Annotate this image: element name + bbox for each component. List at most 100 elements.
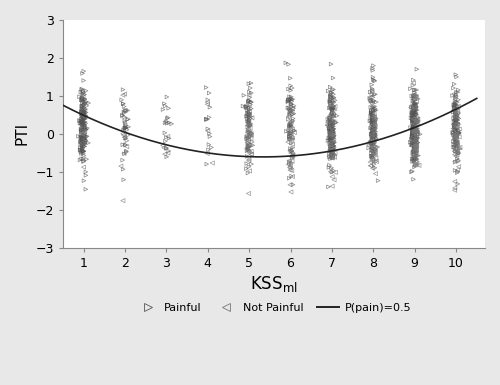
Point	[369, 126, 377, 132]
Point	[410, 92, 418, 98]
Point	[328, 105, 336, 111]
Point	[453, 113, 461, 119]
Point	[411, 105, 419, 111]
Point	[412, 117, 420, 123]
Point	[82, 121, 90, 127]
Point	[289, 152, 297, 158]
Point	[82, 107, 90, 113]
Point	[78, 119, 86, 125]
Point	[368, 139, 376, 145]
Point	[409, 130, 417, 136]
Point	[78, 151, 86, 157]
Point	[244, 153, 252, 159]
Point	[411, 114, 419, 121]
Point	[450, 144, 458, 150]
Point	[367, 110, 375, 116]
Point	[80, 139, 88, 145]
Point	[452, 143, 460, 149]
Point	[328, 110, 336, 116]
Point	[286, 109, 294, 116]
Point	[328, 150, 336, 156]
Point	[412, 136, 420, 142]
Point	[328, 104, 336, 110]
Point	[328, 151, 336, 157]
Point	[452, 122, 460, 129]
Point	[284, 127, 292, 134]
Point	[326, 115, 334, 121]
Point	[410, 116, 418, 122]
Point	[325, 135, 333, 141]
Point	[331, 107, 339, 113]
Point	[368, 153, 376, 159]
Point	[286, 147, 294, 153]
Point	[328, 129, 336, 135]
Point	[289, 118, 297, 124]
Point	[208, 160, 216, 166]
Point	[328, 121, 336, 127]
Point	[246, 129, 254, 135]
Point	[327, 119, 335, 126]
Point	[242, 105, 250, 111]
Point	[330, 167, 338, 174]
Point	[80, 126, 88, 132]
Point	[160, 151, 168, 157]
Point	[410, 93, 418, 99]
Point	[286, 163, 294, 169]
Point	[454, 89, 462, 95]
Point	[246, 120, 254, 126]
Point	[326, 162, 334, 168]
Point	[370, 121, 378, 127]
Point	[372, 118, 380, 124]
Point	[448, 92, 456, 99]
Point	[370, 117, 378, 123]
Point	[328, 124, 336, 130]
Point	[454, 110, 462, 116]
Point	[452, 93, 460, 99]
Point	[412, 124, 420, 130]
Point	[82, 127, 90, 133]
Point	[287, 164, 295, 171]
Point	[330, 130, 338, 136]
Point	[366, 139, 374, 145]
Point	[367, 126, 375, 132]
Point	[82, 186, 90, 192]
Point	[324, 122, 332, 128]
Point	[287, 154, 295, 160]
Point	[409, 102, 417, 109]
Point	[370, 107, 378, 113]
Point	[411, 97, 419, 103]
Point	[244, 135, 252, 141]
Point	[328, 133, 336, 139]
Point	[410, 105, 418, 112]
Point	[84, 100, 92, 106]
Point	[242, 104, 250, 110]
Point	[286, 175, 294, 181]
Point	[328, 119, 336, 125]
Point	[369, 152, 377, 159]
Point	[410, 130, 418, 136]
Point	[327, 143, 335, 149]
Point	[452, 133, 460, 139]
Point	[452, 139, 460, 146]
Point	[330, 104, 338, 110]
Point	[78, 137, 86, 143]
Point	[78, 97, 86, 103]
Point	[410, 125, 418, 131]
Point	[324, 121, 332, 127]
Point	[288, 153, 296, 159]
Point	[370, 133, 378, 139]
Point	[412, 143, 420, 149]
Point	[368, 119, 376, 126]
Point	[80, 109, 88, 115]
Point	[330, 144, 338, 150]
Point	[412, 104, 420, 110]
Point	[452, 153, 460, 159]
Point	[246, 94, 254, 100]
Point	[326, 130, 334, 136]
Point	[243, 103, 251, 109]
Point	[368, 140, 376, 146]
Point	[412, 130, 420, 136]
Point	[408, 93, 416, 99]
Point	[249, 142, 257, 148]
Point	[80, 129, 88, 135]
